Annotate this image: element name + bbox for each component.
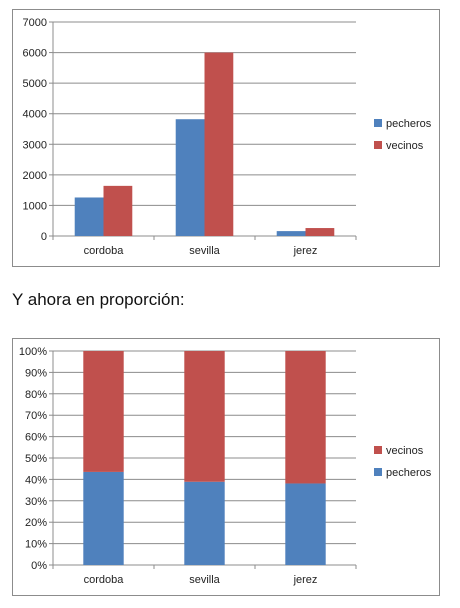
y-tick-label: 0 [41, 231, 47, 243]
x-tick-label: cordoba [84, 574, 125, 586]
y-tick-label: 30% [25, 496, 47, 508]
x-tick-label: sevilla [189, 574, 220, 586]
y-tick-label: 100% [19, 346, 47, 358]
legend-label-pecheros: pecheros [386, 118, 432, 130]
y-tick-label: 7000 [23, 17, 47, 29]
absolute-chart: 0 1000 2000 3000 4000 5000 6000 7000 cordoba sevi… [12, 9, 440, 267]
bar-pecheros-jerez [285, 483, 326, 565]
bar-vecinos-cordoba [83, 351, 124, 472]
bar-vecinos-cordoba [103, 185, 133, 236]
y-tick-label: 60% [25, 432, 47, 444]
legend-label-pecheros: pecheros [386, 467, 432, 479]
bar-pecheros-jerez [276, 231, 306, 236]
y-tick-label: 5000 [23, 78, 47, 90]
proportion-bar-chart: 0% 10% 20% 30% 40% 50% 60% 70% 80% 90% 100% cordoba… [19, 346, 432, 586]
y-tick-label: 90% [25, 367, 47, 379]
legend-label-vecinos: vecinos [386, 140, 424, 152]
x-tick-label: sevilla [189, 245, 220, 257]
y-tick-label: 3000 [23, 139, 47, 151]
bar-pecheros-sevilla [175, 119, 205, 236]
legend-swatch-pecheros [374, 468, 382, 476]
caption-text: Y ahora en proporción: [12, 290, 185, 309]
bar-vecinos-jerez [305, 228, 335, 236]
bar-vecinos-jerez [285, 351, 326, 484]
x-tick-label: jerez [293, 245, 318, 257]
x-tick-label: jerez [293, 574, 318, 586]
absolute-bar-chart: 0 1000 2000 3000 4000 5000 6000 7000 cordoba sevi… [23, 17, 432, 257]
proportion-chart: 0% 10% 20% 30% 40% 50% 60% 70% 80% 90% 100% cordoba… [12, 338, 440, 596]
y-tick-label: 2000 [23, 170, 47, 182]
y-tick-label: 50% [25, 453, 47, 465]
legend-swatch-vecinos [374, 141, 382, 149]
y-tick-label: 70% [25, 410, 47, 422]
y-tick-label: 80% [25, 389, 47, 401]
x-tick-label: cordoba [84, 245, 125, 257]
y-tick-label: 6000 [23, 48, 47, 60]
y-tick-label: 20% [25, 517, 47, 529]
legend-label-vecinos: vecinos [386, 445, 424, 457]
y-tick-label: 1000 [23, 200, 47, 212]
legend-swatch-pecheros [374, 119, 382, 127]
y-tick-label: 40% [25, 474, 47, 486]
y-tick-label: 4000 [23, 109, 47, 121]
bar-vecinos-sevilla [184, 351, 225, 482]
y-tick-label: 10% [25, 539, 47, 551]
bar-pecheros-cordoba [83, 471, 124, 565]
legend-swatch-vecinos [374, 446, 382, 454]
y-tick-label: 0% [31, 560, 47, 572]
bar-vecinos-sevilla [204, 52, 234, 237]
bar-pecheros-sevilla [184, 481, 225, 565]
bar-pecheros-cordoba [74, 197, 104, 236]
